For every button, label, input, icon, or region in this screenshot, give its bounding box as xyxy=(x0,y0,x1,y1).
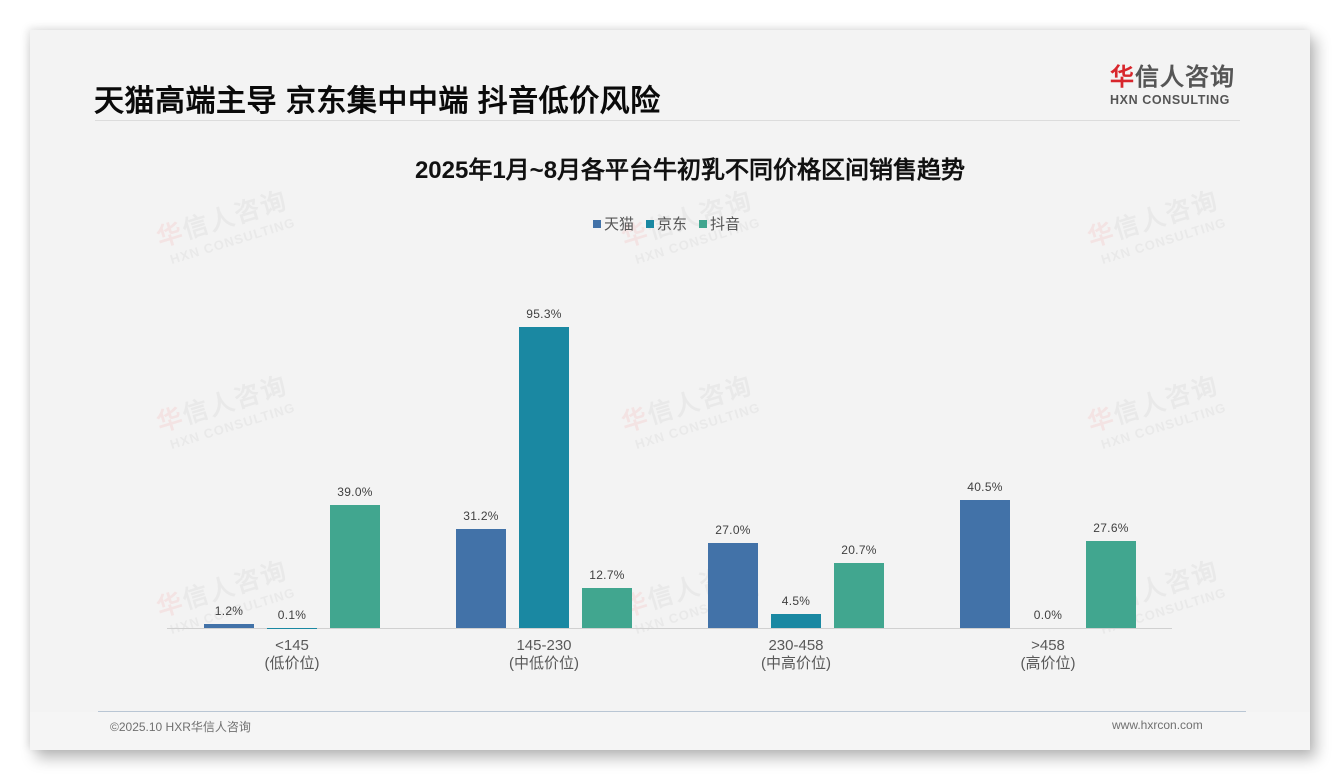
bar-value-label: 39.0% xyxy=(337,484,373,499)
x-axis-category-label: 230-458 (中高价位) xyxy=(761,637,831,672)
bar-tmall xyxy=(708,542,758,628)
bar-value-label: 0.1% xyxy=(277,607,307,622)
legend-item-douyin: 抖音 xyxy=(699,213,740,234)
bar-douyin xyxy=(582,587,632,628)
bar-value-label: 31.2% xyxy=(463,509,499,524)
page-title: 天猫高端主导 京东集中中端 抖音低价风险 xyxy=(94,85,661,118)
bar-douyin xyxy=(1086,540,1136,628)
legend-item-jd: 京东 xyxy=(646,213,687,234)
bar-douyin xyxy=(330,504,380,628)
footer-band xyxy=(30,712,1310,750)
bar-value-label: 27.6% xyxy=(1093,520,1129,535)
x-axis-category-label: 145-230 (中低价位) xyxy=(509,637,579,672)
footer-divider xyxy=(98,711,1246,712)
bar-value-label: 0.0% xyxy=(1033,608,1063,622)
bar-value-label: 12.7% xyxy=(589,567,625,582)
bar-douyin xyxy=(834,562,884,628)
chart-title: 2025年1月~8月各平台牛初乳不同价格区间销售趋势 xyxy=(414,157,966,184)
slide-card: 华信人咨询 HXN CONSULTING 华信人咨询 HXN CONSULTIN… xyxy=(30,30,1310,750)
bar-value-label: 40.5% xyxy=(967,480,1003,495)
bar-tmall xyxy=(960,500,1010,628)
logo-en-text: HXN CONSULTING xyxy=(1110,93,1230,107)
bar-value-label: 4.5% xyxy=(781,593,811,608)
bar-value-label: 27.0% xyxy=(715,522,751,537)
x-axis-baseline xyxy=(167,628,1172,629)
bar-jd xyxy=(771,613,821,628)
bar-value-label: 95.3% xyxy=(526,306,562,321)
x-axis-category-label: >458 (高价位) xyxy=(1020,637,1076,672)
bar-value-label: 20.7% xyxy=(841,542,877,557)
legend-item-tmall: 天猫 xyxy=(593,213,634,234)
bar-jd xyxy=(519,326,569,628)
logo-cn-text: 华信人咨询 xyxy=(1110,64,1235,91)
legend-swatch-icon xyxy=(699,219,708,228)
chart-legend: 天猫 京东 抖音 xyxy=(593,213,740,234)
x-axis-category-label: <145 (低价位) xyxy=(264,637,320,672)
company-logo: 华信人咨询 HXN CONSULTING xyxy=(1110,64,1242,107)
bar-tmall xyxy=(456,529,506,628)
legend-swatch-icon xyxy=(593,219,601,228)
bar-value-label: 1.2% xyxy=(214,604,244,619)
bar-tmall xyxy=(204,624,254,628)
footer-website: www.hxrcon.com xyxy=(1112,718,1203,732)
header-divider xyxy=(95,120,1240,121)
chart-plot-area: 1.2% 31.2% 27.0% 40.5% 0.1% 95.3% 4.5% 0.0% 39.0… xyxy=(30,30,1310,750)
legend-swatch-icon xyxy=(646,219,655,228)
footer-copyright: ©2025.10 HXR华信人咨询 xyxy=(110,720,251,734)
